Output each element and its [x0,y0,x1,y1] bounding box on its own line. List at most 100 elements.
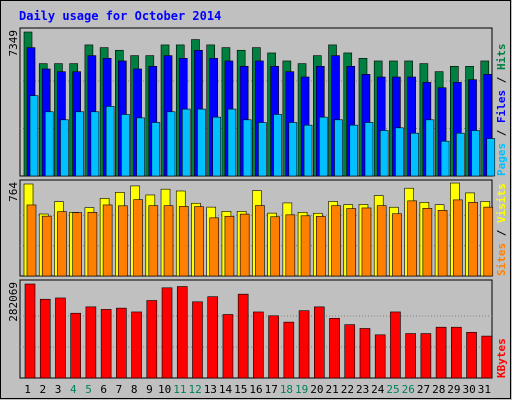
bar-pages [258,122,267,177]
bar-kbytes [55,297,66,379]
x-tick-label: 29 [447,383,460,396]
bar-kbytes [253,311,264,379]
bar-kbytes [24,283,36,379]
bar-kbytes [481,335,493,379]
panel-ymax-label: 282069 [7,282,20,322]
x-tick-label: 21 [326,383,339,396]
bar-pages [456,132,465,177]
bar-kbytes [268,315,279,379]
bar-sites [483,206,494,277]
bar-pages [75,111,84,177]
panel-legend: KBytes [495,338,508,378]
bar-kbytes [146,300,158,379]
legend-entry: / [495,70,508,90]
x-tick-label: 24 [371,383,385,396]
panel-ymax-label: 7349 [7,30,20,57]
bar-sites [72,212,82,277]
bar-pages [151,122,161,177]
bar-sites [270,216,280,277]
panel-kbytes: 282069 KBytes [7,279,508,379]
x-tick-label: 19 [295,383,308,396]
x-tick-label: 16 [249,383,262,396]
x-tick-label: 26 [402,383,415,396]
bar-sites [194,206,204,277]
bar-kbytes [344,324,356,379]
bar-pages [364,122,374,177]
bar-pages [29,95,39,177]
x-tick-label: 14 [219,383,233,396]
bar-kbytes [390,311,401,379]
x-tick-label: 12 [188,383,201,396]
x-tick-label: 30 [463,383,476,396]
bar-sites [453,199,463,277]
bar-kbytes [176,286,188,379]
x-tick-label: 28 [432,383,445,396]
bar-sites [285,214,296,277]
x-tick-label: 10 [158,383,171,396]
bar-pages [303,124,313,177]
bar-sites [407,200,417,277]
bar-kbytes [374,334,386,379]
bar-sites [361,207,372,277]
x-tick-label: 1 [24,383,31,396]
bar-sites [376,205,387,277]
bar-pages [212,116,222,177]
bar-pages [181,108,191,177]
x-tick-label: 8 [131,383,138,396]
x-tick-label: 31 [478,383,491,396]
bar-pages [242,119,252,177]
bar-sites [178,206,189,277]
bar-kbytes [420,333,432,379]
x-tick-label: 9 [146,383,153,396]
bar-kbytes [313,306,325,379]
bar-sites [255,205,265,277]
panel-bars [23,182,494,277]
legend-entry: Hits [495,44,508,71]
bar-pages [197,108,206,177]
bar-pages [334,119,343,177]
x-tick-label: 17 [265,383,278,396]
x-tick-label: 25 [386,383,399,396]
x-tick-label: 3 [55,383,62,396]
bar-sites [346,208,357,277]
bar-sites [437,210,448,277]
bar-sites [87,211,98,277]
bar-kbytes [435,326,447,379]
bar-sites [315,216,326,277]
bar-sites [118,205,128,277]
bar-pages [288,122,298,177]
x-tick-label: 27 [417,383,430,396]
bar-sites [57,211,67,277]
bar-pages [318,116,328,177]
bar-kbytes [161,287,173,379]
bar-kbytes [192,301,203,379]
bar-pages [425,119,435,177]
x-tick-label: 20 [310,383,323,396]
x-tick-label: 2 [40,383,47,396]
legend-entry: Visits [495,183,508,223]
bar-pages [60,119,69,177]
bar-sites [209,217,220,277]
bar-kbytes [298,310,310,379]
legend-entry: / [495,123,508,143]
bar-pages [90,111,100,177]
bar-pages [486,138,496,177]
x-tick-label: 22 [341,383,354,396]
bar-pages [166,111,176,177]
bar-pages [105,106,115,177]
legend-entry: Sites [495,243,508,276]
x-tick-label: 5 [85,383,92,396]
bar-pages [395,127,404,177]
legend-entry: Pages [495,143,508,176]
bar-sites [133,199,143,277]
bar-kbytes [451,326,462,379]
bar-kbytes [405,333,416,379]
bar-pages [349,124,359,177]
x-tick-label: 4 [70,383,77,396]
bar-kbytes [85,306,97,379]
panel-legend: Sites / Visits [495,183,508,276]
x-tick-label: 13 [204,383,217,396]
x-tick-label: 11 [173,383,186,396]
bar-pages [410,132,419,177]
